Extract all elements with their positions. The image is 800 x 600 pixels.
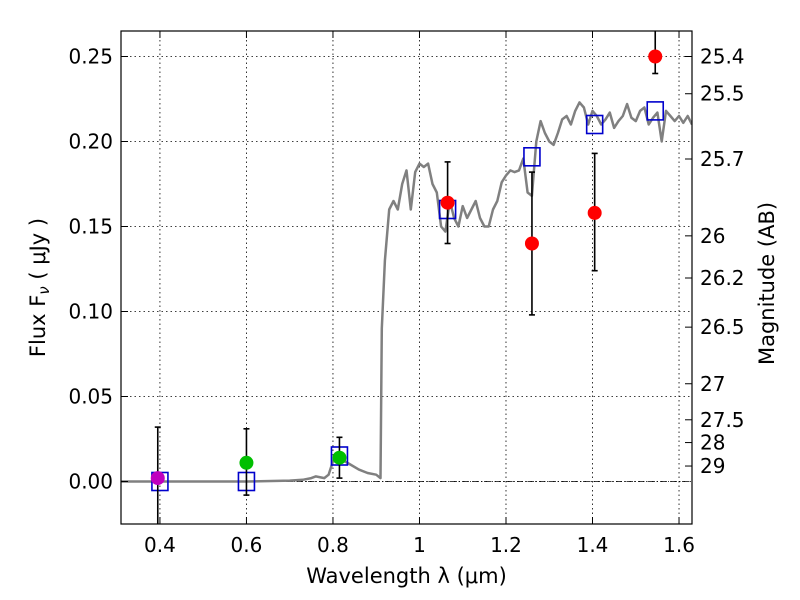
y-tick-label: 0.00 xyxy=(68,470,113,494)
model-photometry-square xyxy=(523,147,541,167)
y-axis-label-subscript: ν xyxy=(35,286,53,294)
observed-photometry-point xyxy=(648,49,663,64)
mag-tick-label: 25.4 xyxy=(700,45,745,69)
observed-photometry-point xyxy=(239,455,254,470)
y-axis-label-unit: ( μJy ) xyxy=(26,218,50,286)
y-tick-label: 0.15 xyxy=(68,215,113,239)
axis-ticks: 0.4 0.6 0.8 1 1.2 1.4 1.6 0.00 0.05 0.10 0.15 0.20 0… xyxy=(68,31,745,557)
y2-axis-label: Magnitude (AB) xyxy=(755,202,779,365)
y-tick-label: 0.05 xyxy=(68,385,113,409)
mag-tick-label: 29 xyxy=(700,454,725,478)
y-axis-label-main: Flux F xyxy=(26,295,50,357)
y-tick-label: 0.10 xyxy=(68,300,113,324)
observed-photometry-point xyxy=(587,205,602,220)
x-tick-label: 0.6 xyxy=(231,533,263,557)
plot-frame xyxy=(120,30,693,525)
x-tick-label: 0.4 xyxy=(144,533,176,557)
x-tick-label: 1.2 xyxy=(490,533,522,557)
observed-photometry-point xyxy=(150,471,165,486)
y-axis-label: Flux Fν ( μJy ) xyxy=(26,218,53,357)
mag-tick-label: 25.7 xyxy=(700,147,745,171)
mag-tick-label: 27.5 xyxy=(700,408,745,432)
model-photometry-square xyxy=(585,114,604,135)
x-tick-label: 1 xyxy=(413,533,426,557)
plot-area xyxy=(121,31,692,524)
y-tick-label: 0.25 xyxy=(68,45,113,69)
series-group xyxy=(121,31,692,524)
model-photometry-square xyxy=(646,101,665,121)
x-tick-label: 0.8 xyxy=(317,533,349,557)
x-tick-label: 1.4 xyxy=(577,533,609,557)
mag-tick-label: 27 xyxy=(700,372,725,396)
observed-photometry-point xyxy=(524,236,539,251)
observed-photometry-point xyxy=(332,450,347,465)
y-tick-label: 0.20 xyxy=(68,130,113,154)
mag-tick-label: 28 xyxy=(700,431,725,455)
mag-tick-label: 26.2 xyxy=(700,266,745,290)
observed-photometry-point xyxy=(440,195,455,210)
x-axis-label: Wavelength λ (μm) xyxy=(306,564,507,588)
axis-labels: Wavelength λ (μm) Flux Fν ( μJy ) Magnit… xyxy=(26,202,779,588)
mag-tick-label: 25.5 xyxy=(700,82,745,106)
mag-tick-label: 26.5 xyxy=(700,315,745,339)
mag-tick-label: 26 xyxy=(700,224,725,248)
x-tick-label: 1.6 xyxy=(663,533,695,557)
model-sed-line xyxy=(121,101,692,483)
